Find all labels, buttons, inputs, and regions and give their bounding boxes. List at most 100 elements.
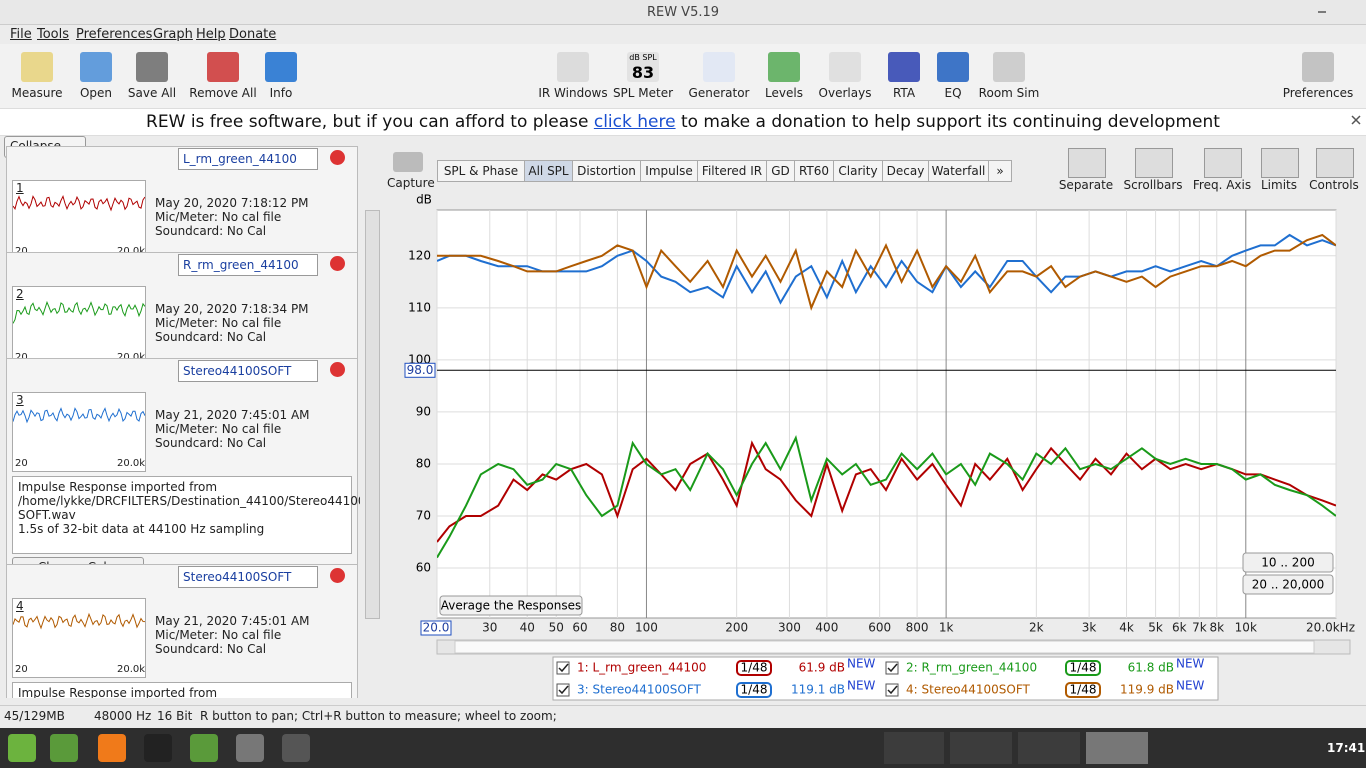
smoothing-box (1065, 682, 1101, 698)
legend-checkbox[interactable] (556, 661, 570, 675)
taskbar-icon[interactable] (190, 734, 218, 762)
remove-icon[interactable] (330, 362, 345, 377)
graph-button-label[interactable]: Average the Responses (441, 599, 581, 613)
capture-label[interactable]: Capture (387, 176, 435, 190)
donation-link[interactable]: click here (593, 112, 676, 132)
menu-item[interactable]: Donate (229, 27, 277, 42)
capture-icon[interactable] (393, 152, 423, 172)
clock: 17:41 (1327, 741, 1366, 755)
graph-tab[interactable]: Decay (882, 160, 929, 182)
task-window[interactable] (884, 732, 944, 764)
status-field: 48000 Hz (94, 709, 152, 723)
toolbar-label[interactable]: Generator (688, 86, 750, 100)
graph-tab[interactable]: Filtered IR (697, 160, 767, 182)
task-window[interactable] (1018, 732, 1080, 764)
h-scroll-thumb[interactable] (454, 640, 1315, 654)
remove-icon[interactable] (330, 150, 345, 165)
panel-scrollbar[interactable] (365, 210, 380, 619)
graph-tool-icon[interactable] (1261, 148, 1299, 178)
legend-badge: NEW (1176, 679, 1205, 693)
toolbar-icon[interactable] (937, 52, 969, 82)
menu-item[interactable]: Tools (37, 27, 70, 42)
toolbar-icon[interactable] (207, 52, 239, 82)
toolbar-label[interactable]: RTA (892, 86, 916, 100)
toolbar-icon[interactable] (768, 52, 800, 82)
x-tick-label: 50 (549, 621, 564, 635)
toolbar-label[interactable]: Info (269, 86, 293, 100)
graph-tab[interactable]: Waterfall (928, 160, 989, 182)
toolbar-icon[interactable] (627, 52, 659, 82)
toolbar-icon[interactable] (557, 52, 589, 82)
name-field[interactable]: L_rm_green_44100 (178, 148, 318, 170)
menu-item[interactable]: Graph (153, 27, 193, 42)
x-tick-label: 1k (939, 621, 954, 635)
legend-name: 2: R_rm_green_44100 (906, 661, 1037, 675)
toolbar-icon[interactable] (1302, 52, 1334, 82)
toolbar-icon[interactable] (21, 52, 53, 82)
menu-item[interactable]: Preferences (76, 27, 153, 42)
graph-tool-label[interactable]: Separate (1058, 178, 1114, 192)
graph-tab[interactable]: Impulse (640, 160, 698, 182)
graph-button-label[interactable]: 10 .. 200 (1261, 556, 1314, 570)
graph-tool-icon[interactable] (1135, 148, 1173, 178)
toolbar-icon[interactable] (703, 52, 735, 82)
legend-checkbox[interactable] (885, 661, 899, 675)
graph-tab[interactable]: Clarity (833, 160, 883, 182)
task-window[interactable] (1086, 732, 1148, 764)
graph-tool-label[interactable]: Freq. Axis (1192, 178, 1252, 192)
graph-tool-icon[interactable] (1204, 148, 1242, 178)
toolbar-icon[interactable] (265, 52, 297, 82)
graph-tool-label[interactable]: Scrollbars (1123, 178, 1183, 192)
toolbar-label[interactable]: Room Sim (978, 86, 1040, 100)
toolbar-label[interactable]: Remove All (189, 86, 257, 100)
toolbar-icon[interactable] (80, 52, 112, 82)
toolbar-icon[interactable] (136, 52, 168, 82)
task-window[interactable] (950, 732, 1012, 764)
graph-tab[interactable]: All SPL (524, 160, 573, 182)
toolbar-label[interactable]: IR Windows (538, 86, 608, 100)
remove-icon[interactable] (330, 256, 345, 271)
x-tick-label: 4k (1119, 621, 1134, 635)
taskbar-icon[interactable] (144, 734, 172, 762)
toolbar-label[interactable]: Measure (11, 86, 63, 100)
graph-tool-icon[interactable] (1068, 148, 1106, 178)
legend-checkbox[interactable] (885, 683, 899, 697)
graph-tool-icon[interactable] (1316, 148, 1354, 178)
graph-button[interactable] (1242, 552, 1334, 573)
name-field[interactable]: Stereo44100SOFT (178, 566, 318, 588)
name-field[interactable]: Stereo44100SOFT (178, 360, 318, 382)
toolbar-icon[interactable] (993, 52, 1025, 82)
graph-tool-label[interactable]: Controls (1309, 178, 1359, 192)
toolbar-label[interactable]: Levels (765, 86, 803, 100)
toolbar-label[interactable]: Overlays (818, 86, 872, 100)
graph-tab[interactable]: SPL & Phase (437, 160, 525, 182)
toolbar-label[interactable]: Preferences (1282, 86, 1354, 100)
taskbar-icon[interactable] (282, 734, 310, 762)
x-tick-label: 20.0 (423, 621, 450, 635)
graph-tab[interactable]: Distortion (572, 160, 641, 182)
taskbar-icon[interactable] (50, 734, 78, 762)
taskbar-icon[interactable] (98, 734, 126, 762)
toolbar-label[interactable]: Save All (127, 86, 177, 100)
toolbar-label[interactable]: SPL Meter (612, 86, 674, 100)
graph-tab[interactable]: » (988, 160, 1012, 182)
taskbar-icon[interactable] (8, 734, 36, 762)
legend-checkbox[interactable] (556, 683, 570, 697)
graph-tool-label[interactable]: Limits (1261, 178, 1297, 192)
menu-item[interactable]: File (10, 27, 32, 42)
close-banner-icon[interactable] (1351, 115, 1361, 125)
toolbar-label[interactable]: Open (79, 86, 113, 100)
taskbar-icon[interactable] (236, 734, 264, 762)
graph-tab[interactable]: RT60 (794, 160, 834, 182)
graph-tab[interactable]: GD (766, 160, 795, 182)
graph-button[interactable] (439, 595, 583, 616)
name-field[interactable]: R_rm_green_44100 (178, 254, 318, 276)
toolbar-icon[interactable] (888, 52, 920, 82)
thumbnail-graph (12, 300, 146, 324)
menu-item[interactable]: Help (196, 27, 226, 42)
toolbar-label[interactable]: EQ (944, 86, 962, 100)
toolbar-icon[interactable] (829, 52, 861, 82)
graph-button-label[interactable]: 20 .. 20,000 (1252, 578, 1325, 592)
remove-icon[interactable] (330, 568, 345, 583)
graph-button[interactable] (1242, 574, 1334, 595)
